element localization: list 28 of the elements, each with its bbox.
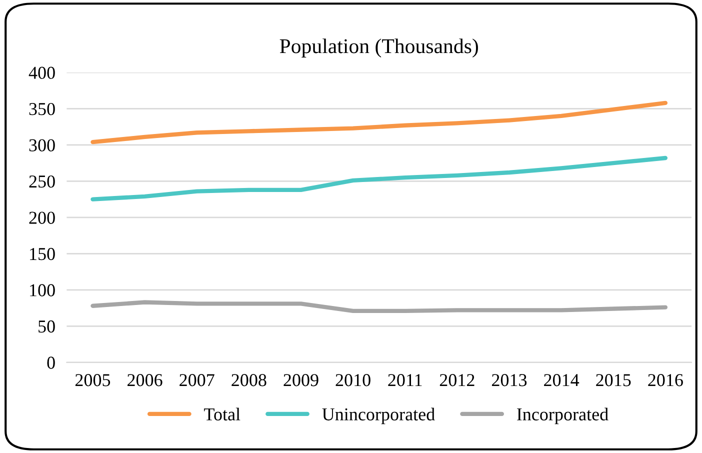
y-tick-label: 300 [29,139,55,152]
y-tick-label: 100 [30,284,55,296]
y-tick-label: 200 [29,212,55,224]
line-series [90,100,668,144]
x-tick-label: 2008 [232,374,266,386]
x-tick-label: 2009 [284,374,318,386]
y-tick-label: 50 [38,320,55,333]
y-tick-label: 150 [30,248,55,260]
x-tick-label: 2012 [440,374,474,386]
x-tick-label: 2016 [648,374,683,386]
y-tick-label: 250 [29,175,55,188]
x-tick-label: 2013 [492,374,527,386]
chart-title: Population (Thousands) [280,38,478,58]
line-series [90,300,668,314]
x-tick-label: 2005 [75,374,110,386]
line-series [90,156,668,202]
x-tick-label: 2011 [388,374,422,386]
x-tick-label: 2010 [336,374,370,386]
legend-label: Incorporated [517,408,608,424]
legend-label: Total [204,408,240,420]
x-tick-label: 2007 [180,374,214,386]
x-tick-label: 2006 [128,374,162,386]
legend-label: Unincorporated [322,408,435,424]
y-tick-label: 350 [29,102,55,116]
x-tick-label: 2014 [544,374,580,386]
x-tick-label: 2015 [596,374,631,386]
y-tick-label: 400 [28,66,55,79]
y-tick-label: 0 [47,356,55,369]
